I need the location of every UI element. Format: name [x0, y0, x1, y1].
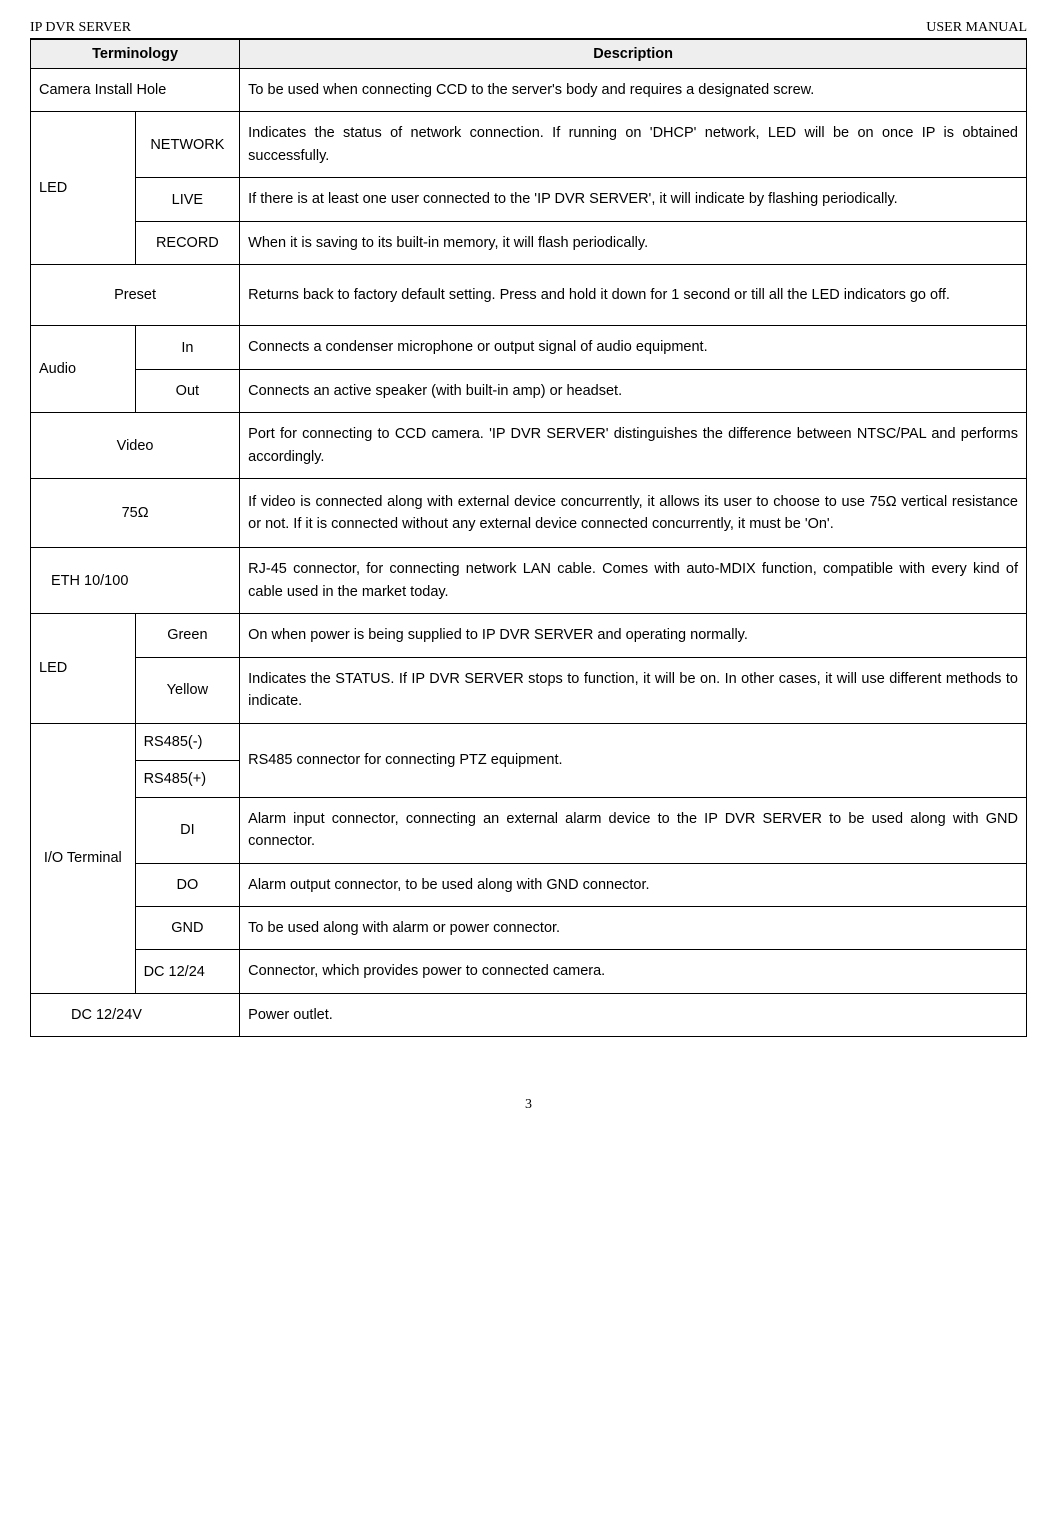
row-preset: Preset Returns back to factory default s… [31, 265, 1027, 326]
row-dc1224: DC 12/24 Connector, which provides power… [31, 950, 1027, 993]
sub-do: DO [135, 863, 240, 906]
desc-video: Port for connecting to CCD camera. 'IP D… [240, 413, 1027, 479]
desc-audio-out: Connects an active speaker (with built-i… [240, 369, 1027, 412]
desc-eth: RJ-45 connector, for connecting network … [240, 548, 1027, 614]
sub-audio-in: In [135, 326, 240, 369]
row-camera-install-hole: Camera Install Hole To be used when conn… [31, 69, 1027, 112]
term-led2: LED [31, 614, 136, 723]
row-led-live: LIVE If there is at least one user conne… [31, 178, 1027, 221]
desc-75ohm: If video is connected along with externa… [240, 479, 1027, 548]
sub-green: Green [135, 614, 240, 657]
sub-live: LIVE [135, 178, 240, 221]
term-video: Video [31, 413, 240, 479]
sub-rs485-minus: RS485(-) [135, 723, 240, 760]
term-io-terminal: I/O Terminal [31, 723, 136, 993]
desc-dc1224v: Power outlet. [240, 993, 1027, 1036]
row-75ohm: 75Ω If video is connected along with ext… [31, 479, 1027, 548]
sub-dc1224: DC 12/24 [135, 950, 240, 993]
row-di: DI Alarm input connector, connecting an … [31, 797, 1027, 863]
terminology-table: Terminology Description Camera Install H… [30, 39, 1027, 1037]
term-audio: Audio [31, 326, 136, 413]
header-description: Description [240, 40, 1027, 69]
desc-dc1224: Connector, which provides power to conne… [240, 950, 1027, 993]
desc-preset: Returns back to factory default setting.… [240, 265, 1027, 326]
sub-di: DI [135, 797, 240, 863]
term-led: LED [31, 112, 136, 265]
desc-green: On when power is being supplied to IP DV… [240, 614, 1027, 657]
desc-do: Alarm output connector, to be used along… [240, 863, 1027, 906]
row-eth: ETH 10/100 RJ-45 connector, for connecti… [31, 548, 1027, 614]
row-audio-out: Out Connects an active speaker (with bui… [31, 369, 1027, 412]
page-header: IP DVR SERVER USER MANUAL [30, 20, 1027, 39]
sub-record: RECORD [135, 221, 240, 264]
desc-gnd: To be used along with alarm or power con… [240, 906, 1027, 949]
desc-rs485: RS485 connector for connecting PTZ equip… [240, 723, 1027, 797]
row-rs485-minus: I/O Terminal RS485(-) RS485 connector fo… [31, 723, 1027, 760]
row-gnd: GND To be used along with alarm or power… [31, 906, 1027, 949]
header-left: IP DVR SERVER [30, 20, 131, 36]
sub-audio-out: Out [135, 369, 240, 412]
desc-di: Alarm input connector, connecting an ext… [240, 797, 1027, 863]
desc-yellow: Indicates the STATUS. If IP DVR SERVER s… [240, 657, 1027, 723]
desc-record: When it is saving to its built-in memory… [240, 221, 1027, 264]
row-led-green: LED Green On when power is being supplie… [31, 614, 1027, 657]
desc-audio-in: Connects a condenser microphone or outpu… [240, 326, 1027, 369]
desc-live: If there is at least one user connected … [240, 178, 1027, 221]
header-terminology: Terminology [31, 40, 240, 69]
sub-yellow: Yellow [135, 657, 240, 723]
row-led-yellow: Yellow Indicates the STATUS. If IP DVR S… [31, 657, 1027, 723]
sub-gnd: GND [135, 906, 240, 949]
header-right: USER MANUAL [926, 20, 1027, 36]
term-dc1224v: DC 12/24V [31, 993, 240, 1036]
term-camera-install-hole: Camera Install Hole [31, 69, 240, 112]
desc-network: Indicates the status of network connecti… [240, 112, 1027, 178]
term-preset: Preset [31, 265, 240, 326]
row-do: DO Alarm output connector, to be used al… [31, 863, 1027, 906]
term-eth: ETH 10/100 [31, 548, 240, 614]
row-led-network: LED NETWORK Indicates the status of netw… [31, 112, 1027, 178]
row-audio-in: Audio In Connects a condenser microphone… [31, 326, 1027, 369]
row-dc1224v: DC 12/24V Power outlet. [31, 993, 1027, 1036]
sub-rs485-plus: RS485(+) [135, 760, 240, 797]
row-led-record: RECORD When it is saving to its built-in… [31, 221, 1027, 264]
table-header-row: Terminology Description [31, 40, 1027, 69]
term-75ohm: 75Ω [31, 479, 240, 548]
desc-camera-install-hole: To be used when connecting CCD to the se… [240, 69, 1027, 112]
page-number: 3 [30, 1097, 1027, 1113]
row-video: Video Port for connecting to CCD camera.… [31, 413, 1027, 479]
sub-network: NETWORK [135, 112, 240, 178]
